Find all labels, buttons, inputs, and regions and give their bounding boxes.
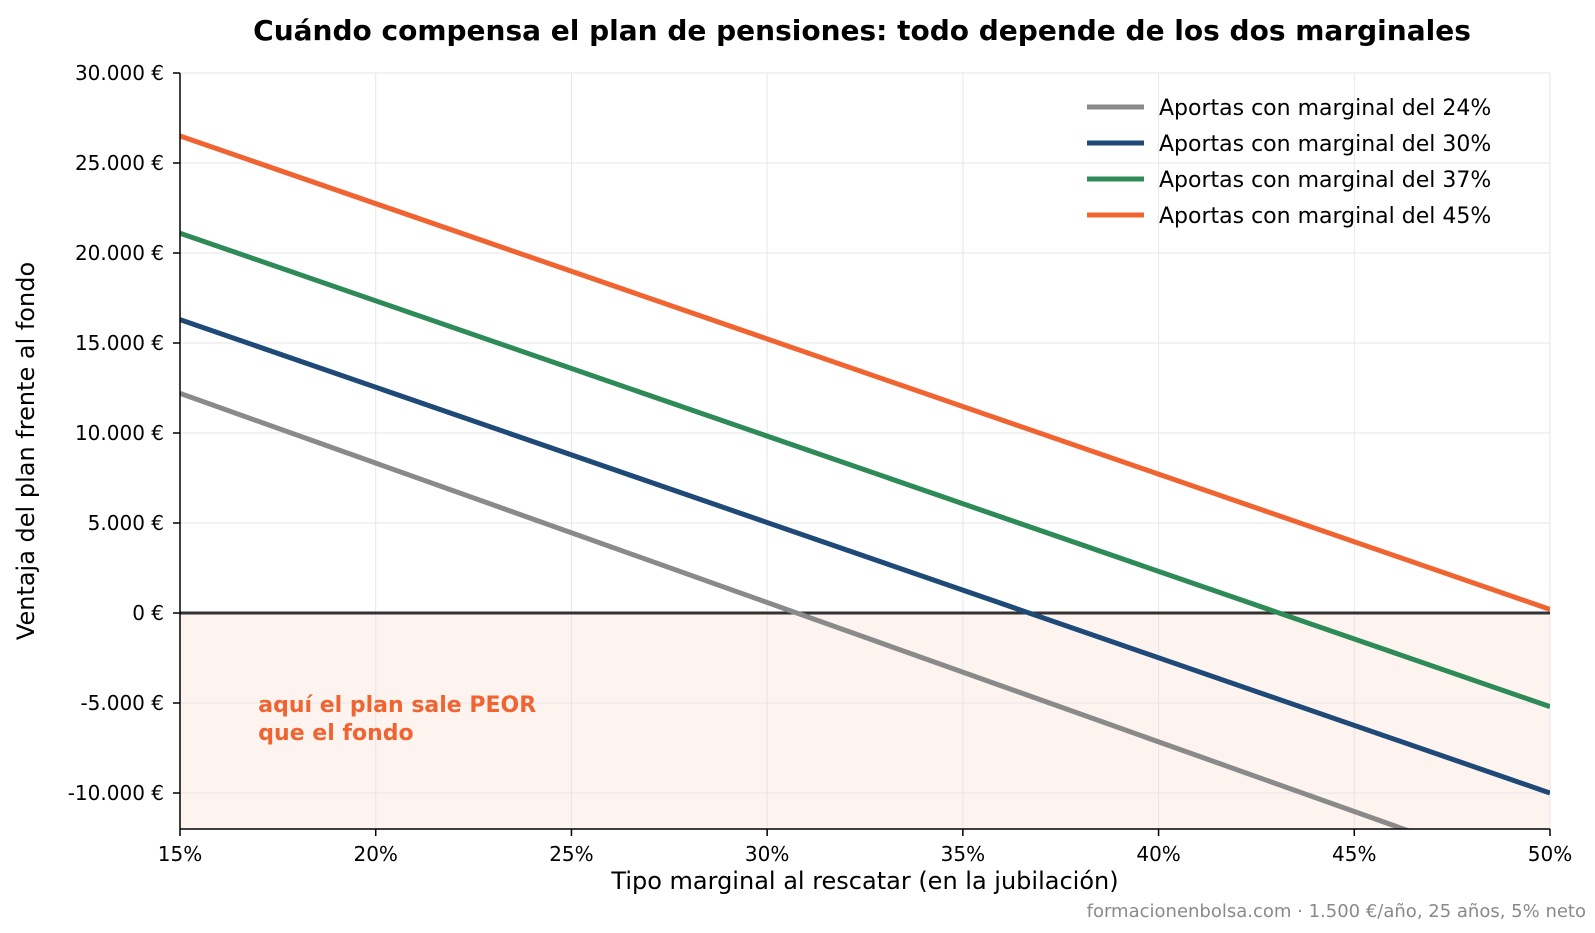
x-tick-label-4: 35% (941, 842, 985, 866)
series-line-2 (180, 230, 1550, 709)
y-axis-ticks: -10.000 € -5.000 € 0 € 5.000 € 10.000 € 15.00… (68, 61, 180, 805)
footer-note: formacionenbolsa.com · 1.500 €/año, 25 a… (1087, 901, 1586, 922)
annotation-line-0: aquí el plan sale PEOR (258, 693, 536, 718)
chart-title: Cuándo compensa el plan de pensiones: to… (253, 14, 1471, 47)
x-tick-label-3: 30% (745, 842, 789, 866)
y-tick-label-7: 25.000 € (75, 151, 164, 175)
legend-label-2: Aportas con marginal del 37% (1159, 168, 1491, 193)
x-tick-label-5: 40% (1136, 842, 1180, 866)
x-tick-label-7: 50% (1528, 842, 1572, 866)
legend-label-0: Aportas con marginal del 24% (1159, 96, 1491, 121)
y-tick-label-3: 5.000 € (88, 511, 164, 535)
y-tick-label-6: 20.000 € (75, 241, 164, 265)
series-line-1 (180, 317, 1550, 796)
x-tick-label-6: 45% (1332, 842, 1376, 866)
x-axis-label: Tipo marginal al rescatar (en la jubilac… (610, 867, 1118, 895)
series-line-0 (180, 391, 1411, 829)
x-tick-label-1: 20% (353, 842, 397, 866)
legend: Aportas con marginal del 24% Aportas con … (1087, 96, 1491, 229)
y-tick-label-1: -5.000 € (80, 691, 164, 715)
annotation-line-1: que el fondo (258, 721, 413, 746)
y-tick-label-5: 15.000 € (75, 331, 164, 355)
y-tick-label-4: 10.000 € (75, 421, 164, 445)
legend-label-3: Aportas con marginal del 45% (1159, 204, 1491, 229)
x-tick-label-2: 25% (549, 842, 593, 866)
series-lines (180, 133, 1550, 829)
y-axis-label: Ventaja del plan frente al fondo (12, 262, 40, 640)
legend-label-1: Aportas con marginal del 30% (1159, 132, 1491, 157)
y-tick-label-0: -10.000 € (68, 781, 164, 805)
y-tick-label-2: 0 € (132, 601, 164, 625)
series-line-3 (180, 133, 1550, 612)
x-tick-label-0: 15% (158, 842, 202, 866)
y-tick-label-8: 30.000 € (75, 61, 164, 85)
negative-region-annotation: aquí el plan sale PEOR que el fondo (258, 693, 536, 746)
x-axis-ticks: 15% 20% 25% 30% 35% 40% 45% 50% (158, 829, 1572, 866)
